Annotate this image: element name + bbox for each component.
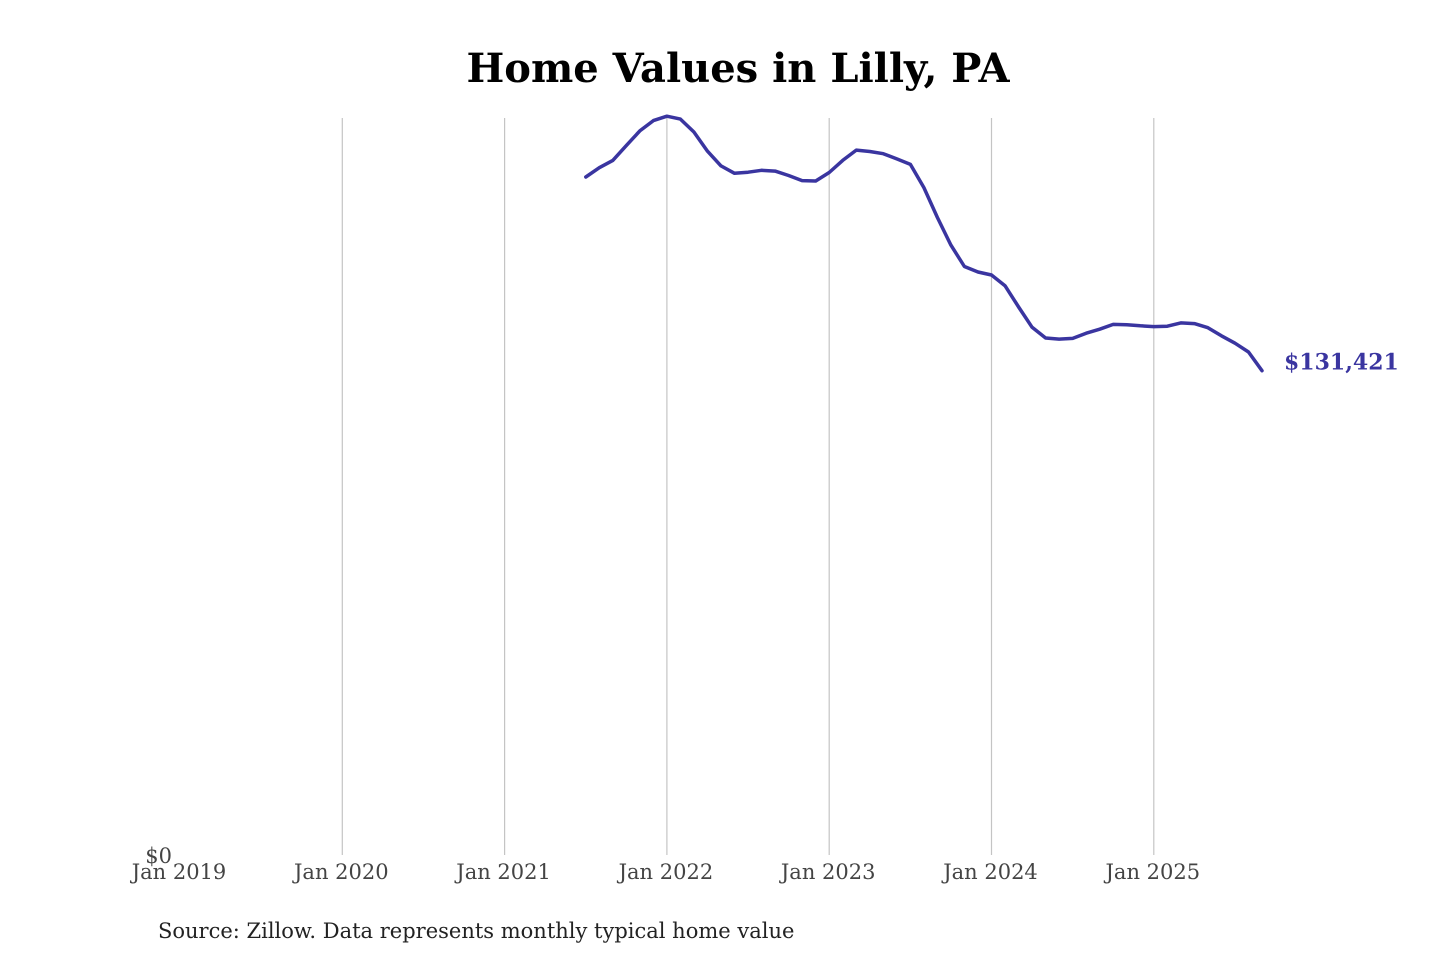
x-tick-label: Jan 2020: [292, 860, 389, 884]
source-note: Source: Zillow. Data represents monthly …: [158, 919, 794, 943]
home-value-line: [584, 114, 1264, 373]
x-tick-label: Jan 2025: [1104, 860, 1201, 884]
x-tick-label: Jan 2023: [779, 860, 876, 884]
x-tick-label: Jan 2021: [454, 860, 551, 884]
x-axis-tick-labels: Jan 2019 Jan 2020 Jan 2021 Jan 2022 Jan 2023…: [130, 860, 1200, 884]
y-axis-tick-labels: $0: [145, 844, 172, 868]
x-tick-label: Jan 2024: [941, 860, 1038, 884]
x-tick-label: Jan 2019: [130, 860, 227, 884]
y-tick-label: $0: [145, 844, 172, 868]
gridlines: [341, 118, 1155, 855]
end-value-label: $131,421: [1284, 350, 1399, 376]
chart-title: Home Values in Lilly, PA: [466, 45, 1010, 92]
x-tick-label: Jan 2022: [617, 860, 714, 884]
series-layer: [584, 114, 1264, 373]
